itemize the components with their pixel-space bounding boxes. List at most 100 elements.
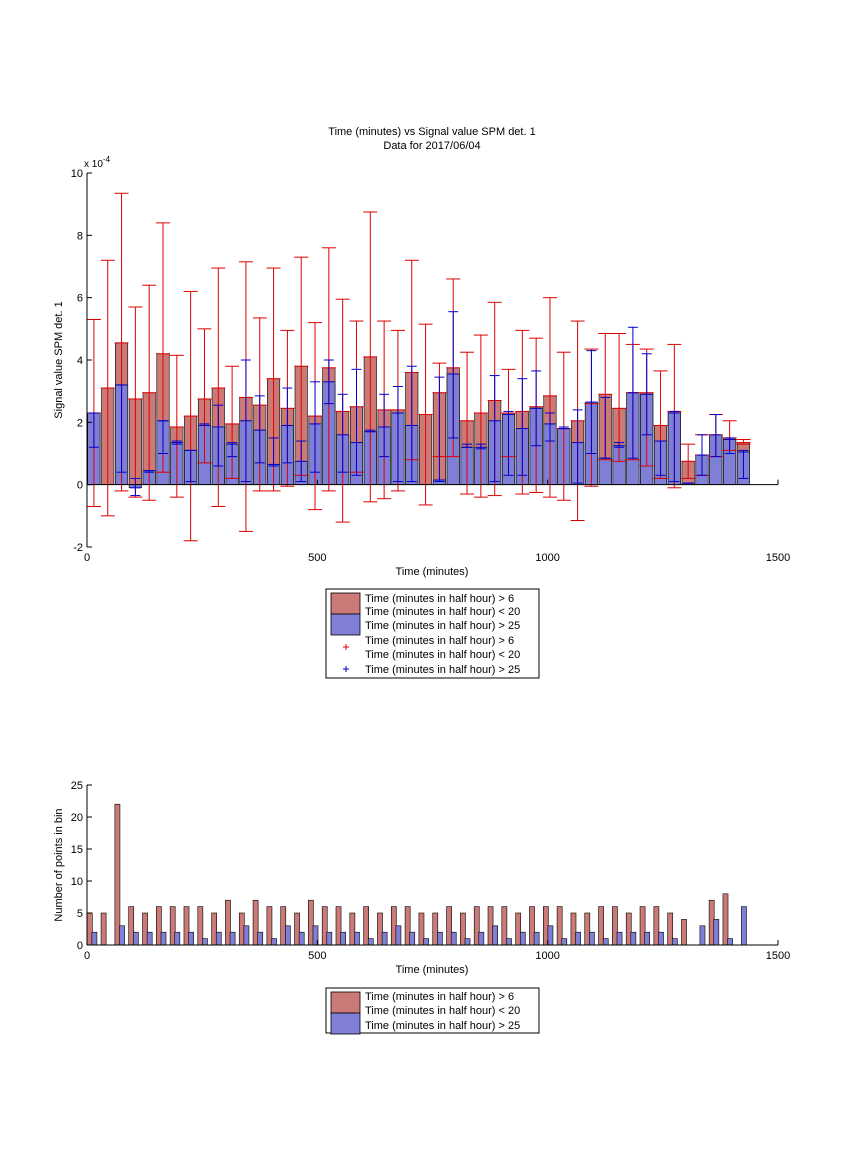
blue-bar <box>285 925 291 946</box>
blue-error-bar <box>130 477 141 497</box>
red-error-bar <box>363 211 378 503</box>
blue-error-bar <box>144 470 155 473</box>
red-bar <box>708 899 715 946</box>
red-bar <box>197 906 204 946</box>
red-bar <box>570 912 577 946</box>
top-legend-entry-5: Time (minutes in half hour) < 20 <box>365 649 520 661</box>
red-bar <box>252 899 259 946</box>
blue-error-bar <box>572 409 583 484</box>
blue-bar <box>174 931 181 946</box>
blue-bar <box>727 938 733 946</box>
red-bar <box>418 912 425 946</box>
red-error-bar <box>169 354 184 498</box>
blue-bar <box>561 938 568 946</box>
red-error-bar <box>211 267 226 507</box>
x-tick-label: 0 <box>84 552 90 564</box>
blue-bar <box>423 938 429 946</box>
blue-error-bar <box>158 420 169 454</box>
top-legend-entry-6: Time (minutes in half hour) > 25 <box>365 664 520 676</box>
bottom-chart-legend: Time (minutes in half hour) > 6 Time (mi… <box>325 987 540 1035</box>
blue-bar <box>547 925 554 946</box>
blue-error-bar <box>738 449 749 479</box>
y-tick-label: 5 <box>77 908 83 920</box>
red-bar <box>667 912 674 946</box>
red-error-bar <box>225 365 240 479</box>
red-bar <box>183 906 190 946</box>
red-bar <box>625 912 632 946</box>
red-error-bar <box>294 256 309 476</box>
bottom-legend-entry-1: Time (minutes in half hour) > 6 <box>365 991 514 1003</box>
blue-error-bar <box>406 365 417 483</box>
red-bar <box>446 906 452 946</box>
blue-bar <box>381 931 388 946</box>
blue-bar <box>598 457 612 485</box>
blue-error-bar <box>627 326 638 459</box>
red-error-bar <box>142 284 157 501</box>
blue-error-bar <box>213 404 224 467</box>
blue-bar <box>492 925 498 946</box>
bottom-legend-entry-3: Time (minutes in half hour) > 25 <box>365 1020 520 1032</box>
red-error-bar <box>183 290 198 542</box>
blue-bar <box>133 931 139 946</box>
bottom-legend-red-swatch <box>330 991 361 1014</box>
blue-error-bar <box>600 396 611 459</box>
x-tick-label: 0 <box>84 950 90 962</box>
bottom-chart-plot-area: 0 500 1000 1500 0 5 10 15 20 25 <box>71 780 790 962</box>
red-bar <box>238 912 245 946</box>
blue-error-bar <box>116 384 127 473</box>
blue-bar <box>91 931 98 946</box>
red-bar <box>321 906 328 946</box>
x-tick-label: 1500 <box>766 950 790 962</box>
red-bar <box>556 906 563 946</box>
y-tick-label: 0 <box>77 480 83 492</box>
blue-bar <box>506 938 512 946</box>
blue-error-bar <box>586 350 597 454</box>
blue-error-bar <box>254 395 265 464</box>
bottom-legend-entry-2: Time (minutes in half hour) < 20 <box>365 1005 520 1017</box>
top-legend-red-swatch <box>330 592 361 615</box>
red-bar <box>542 906 549 946</box>
y-tick-label: 6 <box>77 293 83 305</box>
x-tick-label: 500 <box>308 552 326 564</box>
y-tick-label: -2 <box>73 542 83 554</box>
red-bar <box>598 906 604 946</box>
blue-bar <box>699 925 706 946</box>
blue-error-bar <box>558 426 569 430</box>
blue-error-bar <box>282 387 293 464</box>
blue-bar <box>630 931 637 946</box>
blue-error-bar <box>475 443 486 450</box>
red-bar <box>363 906 370 946</box>
red-error-bar <box>473 334 488 498</box>
red-bar <box>114 803 121 946</box>
red-bar <box>225 899 231 946</box>
blue-error-bar <box>227 442 238 458</box>
top-chart-y-axis-label: Signal value SPM det. 1 <box>53 301 65 418</box>
blue-bar <box>202 938 208 946</box>
top-chart-title: Time (minutes) vs Signal value SPM det. … <box>328 126 535 138</box>
red-bar <box>515 912 522 946</box>
blue-error-bar <box>448 311 459 439</box>
blue-bar <box>575 931 581 946</box>
bottom-legend-box <box>325 987 540 1034</box>
red-error-bar <box>460 351 475 495</box>
top-legend-blue-plus-marker <box>343 666 349 672</box>
blue-error-bar <box>392 385 403 483</box>
top-legend-box <box>325 588 540 679</box>
x-tick-label: 500 <box>308 950 326 962</box>
blue-error-bar <box>434 376 445 483</box>
red-bar <box>681 919 687 946</box>
blue-bar <box>257 931 264 946</box>
top-legend-entry-1: Time (minutes in half hour) > 6 <box>365 593 514 605</box>
blue-bar <box>367 938 374 946</box>
red-bar <box>169 906 176 946</box>
y-tick-label: 8 <box>77 230 83 242</box>
blue-error-bar <box>379 393 390 458</box>
red-bar <box>377 912 383 946</box>
red-bar <box>501 906 508 946</box>
red-bar <box>86 912 93 946</box>
blue-bar <box>298 931 305 946</box>
blue-bar <box>602 938 609 946</box>
blue-error-bar <box>268 437 279 467</box>
